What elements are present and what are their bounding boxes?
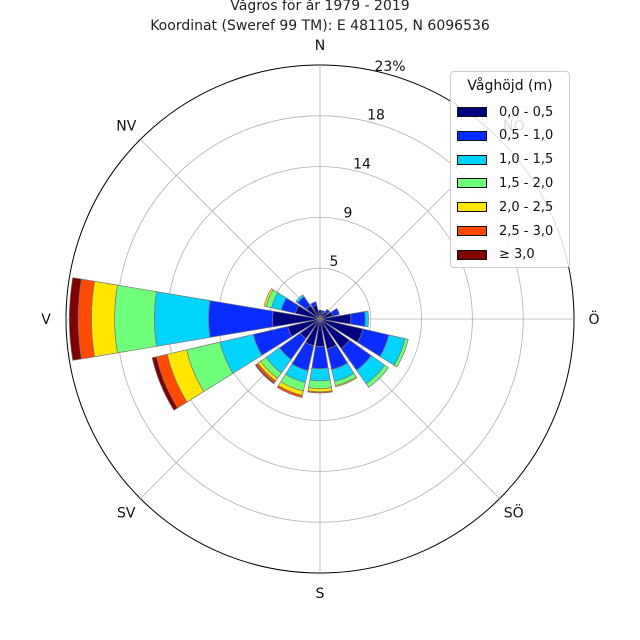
- legend-label: 0,0 - 0,5: [499, 104, 554, 120]
- radial-tick-label: 18: [367, 108, 385, 124]
- radial-tick-label: 14: [353, 157, 371, 173]
- rose-bar-segment: [321, 309, 326, 314]
- legend-item: 1,0 - 1,5: [457, 152, 553, 168]
- rose-bar-segment: [308, 379, 332, 389]
- direction-label: V: [41, 312, 51, 328]
- legend-label: 2,5 - 3,0: [499, 223, 554, 239]
- legend-item: 2,5 - 3,0: [457, 223, 553, 239]
- direction-label: Ö: [588, 310, 599, 328]
- rose-bar-segment: [263, 288, 274, 307]
- chart-subtitle: Koordinat (Sweref 99 TM): E 481105, N 60…: [150, 18, 490, 34]
- rose-bar-segment: [91, 280, 118, 358]
- legend-item: ≥ 3,0: [457, 247, 535, 263]
- legend-label: ≥ 3,0: [499, 247, 535, 263]
- chart-title: Vågros för år 1979 - 2019: [230, 0, 410, 14]
- legend-swatch: [457, 154, 487, 165]
- rose-bar-segment: [151, 356, 179, 411]
- legend-swatch: [457, 226, 487, 236]
- legend-label: 0,5 - 1,0: [499, 128, 554, 144]
- rose-bar-segment: [365, 364, 389, 388]
- rose-bar-segment: [393, 338, 409, 368]
- rose-bar-segment: [295, 294, 305, 304]
- direction-label: S: [316, 586, 325, 602]
- legend-swatch: [457, 107, 487, 117]
- rose-bar-segment: [318, 309, 322, 320]
- rose-bar-segment: [364, 310, 369, 328]
- legend: Våghöjd (m) 0,0 - 0,5 0,5 - 1,0 1,0 - 1,5 1…: [450, 71, 570, 268]
- legend-swatch: [457, 130, 487, 141]
- rose-bar-segment: [276, 385, 303, 398]
- rose-bar-segment: [114, 284, 158, 354]
- sector-bars: [69, 277, 409, 411]
- grid-spoke: [140, 139, 321, 320]
- rose-bar-segment: [254, 364, 275, 385]
- rose-bar-segment: [324, 308, 331, 315]
- rose-bar-segment: [69, 277, 82, 361]
- direction-label: SV: [117, 506, 136, 522]
- legend-label: 2,0 - 2,5: [499, 199, 554, 215]
- radial-tick-label: 5: [330, 254, 339, 270]
- polar-grid: [65, 64, 575, 574]
- direction-label: SÖ: [504, 504, 524, 522]
- rose-bar-segment: [330, 307, 340, 317]
- rose-bar-segment: [153, 291, 211, 347]
- rose-bar-segment: [311, 345, 329, 370]
- legend-item: 2,0 - 2,5: [457, 199, 553, 215]
- legend-label: 1,0 - 1,5: [499, 152, 554, 168]
- direction-label: NV: [116, 118, 136, 134]
- rose-bar-segment: [350, 311, 366, 327]
- legend-item: 1,5 - 2,0: [457, 175, 553, 191]
- rose-bar-segment: [310, 301, 318, 308]
- rose-bar-segment: [307, 390, 333, 394]
- legend-swatch: [457, 202, 487, 213]
- direction-label: N: [315, 38, 325, 54]
- legend-item: 0,0 - 0,5: [457, 104, 553, 120]
- radial-tick-label: 23%: [374, 59, 405, 75]
- rose-bar-segment: [334, 376, 358, 388]
- legend-label: 1,5 - 2,0: [499, 175, 554, 191]
- radial-tick-label: 9: [344, 205, 353, 221]
- legend-swatch: [457, 249, 487, 260]
- legend-title: Våghöjd (m): [467, 78, 553, 94]
- rose-bar-segment: [309, 367, 331, 382]
- legend-swatch: [457, 178, 487, 189]
- legend-item: 0,5 - 1,0: [457, 128, 553, 144]
